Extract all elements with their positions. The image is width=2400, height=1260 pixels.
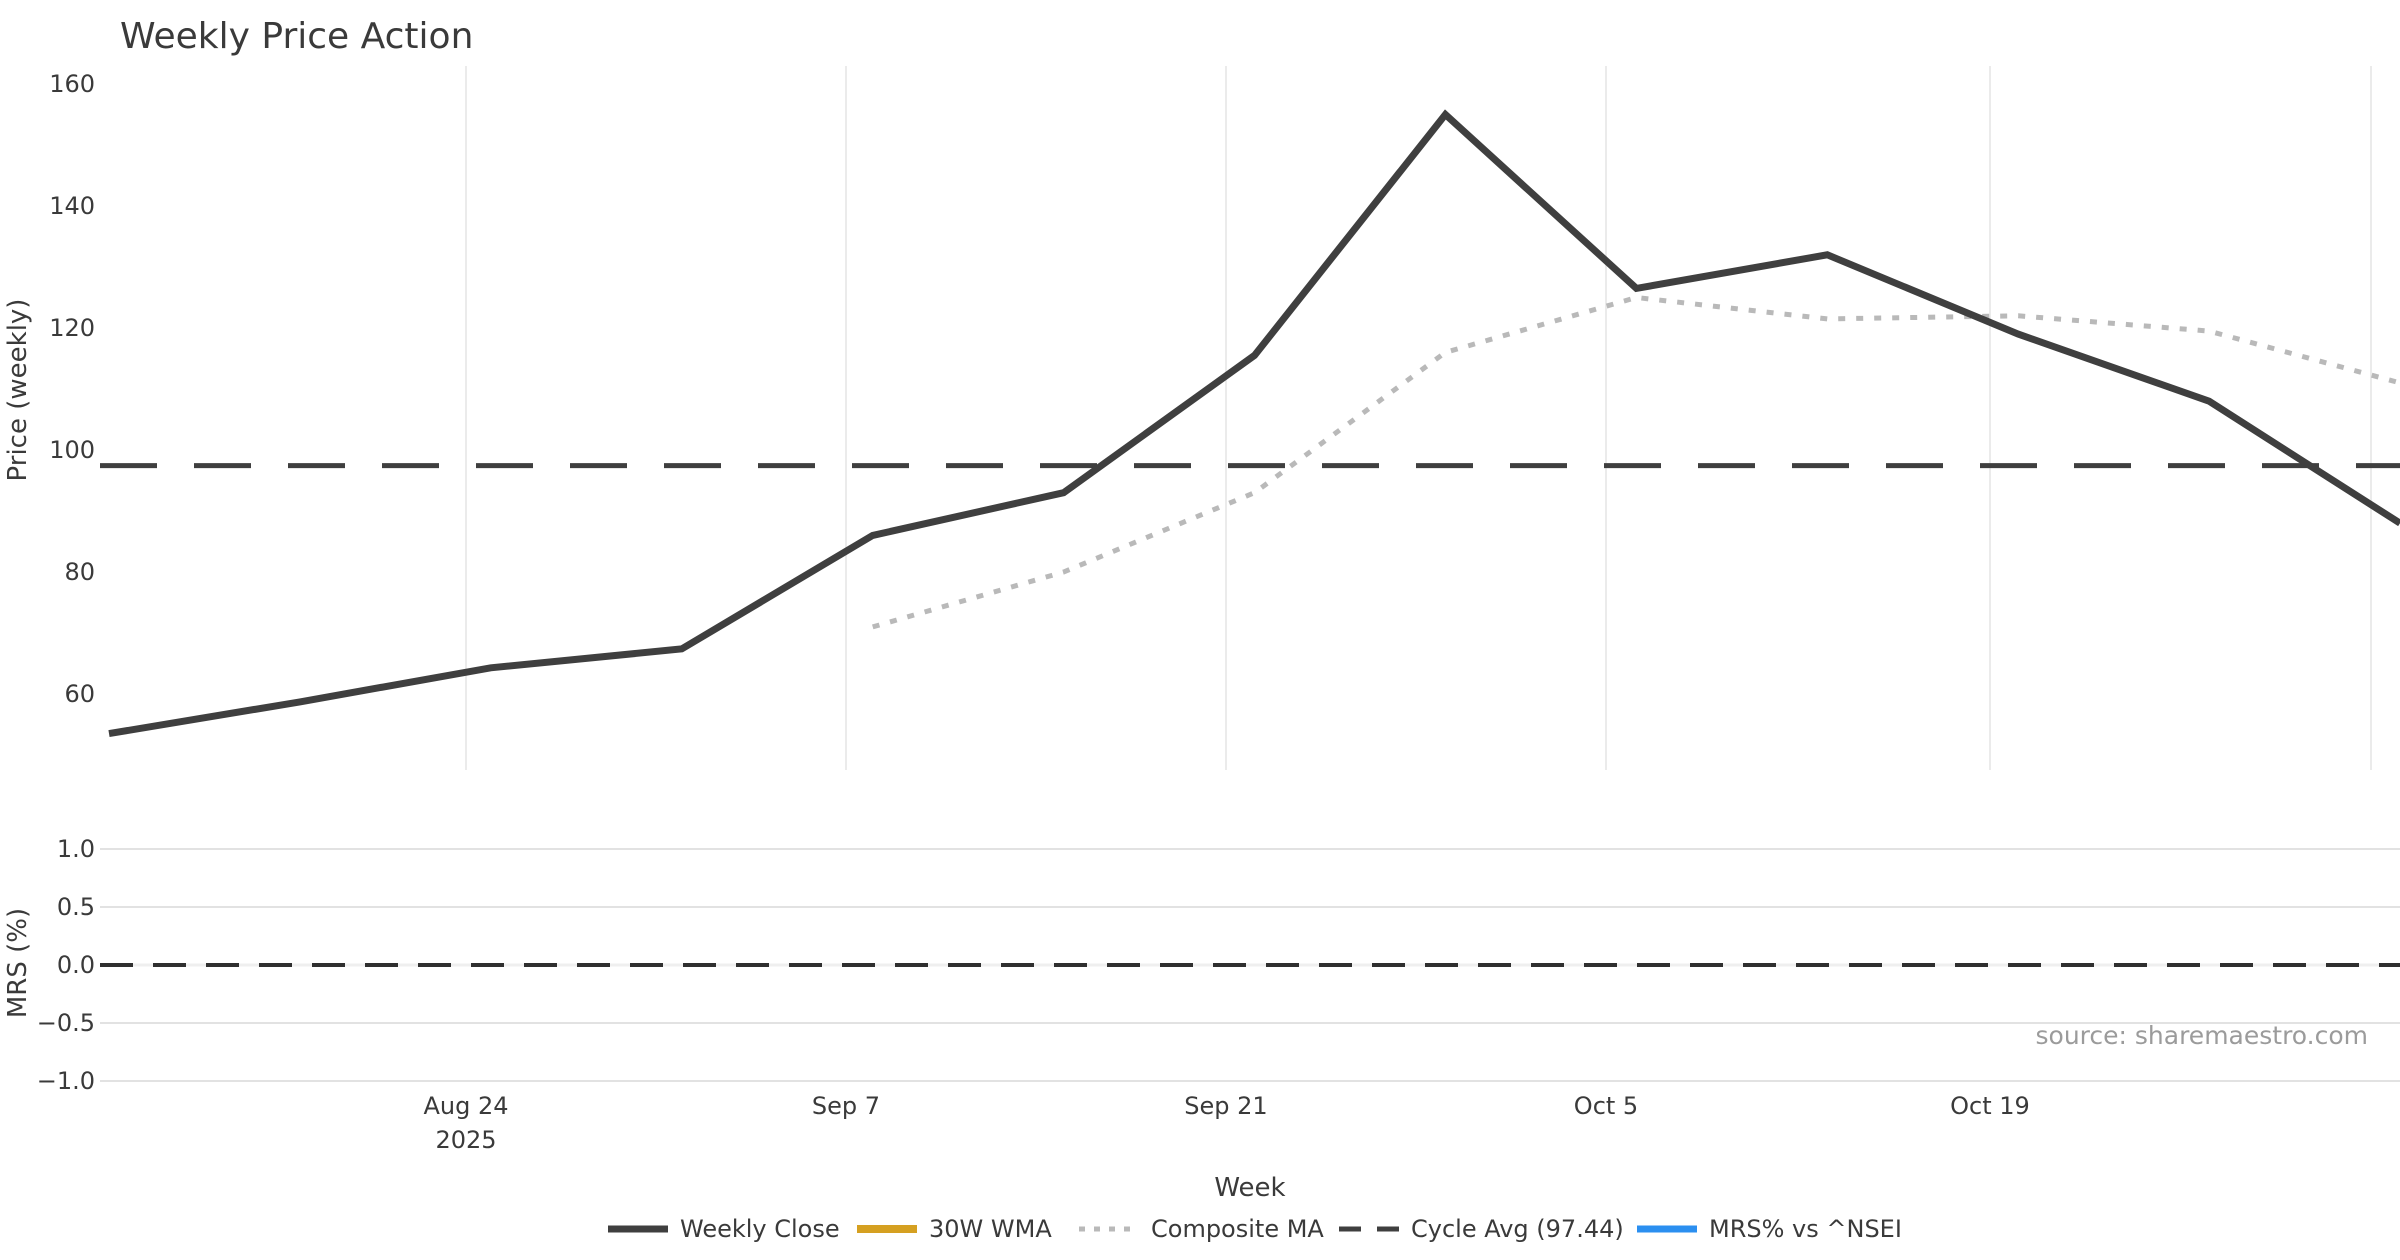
- x-axis: Aug 24 2025 Sep 7 Sep 21 Oct 5 Oct 19 We…: [423, 1092, 2029, 1203]
- price-ytick-140: 140: [49, 192, 95, 220]
- price-ytick-100: 100: [49, 436, 95, 464]
- mrs-ytick-0: 0.0: [57, 951, 95, 979]
- chart-title: Weekly Price Action: [120, 16, 473, 57]
- xtick-sep7: Sep 7: [812, 1092, 880, 1120]
- price-ytick-labels: 160 140 120 100 80 60: [49, 70, 95, 708]
- xtick-oct19: Oct 19: [1950, 1092, 2030, 1120]
- xtick-sep21: Sep 21: [1184, 1092, 1267, 1120]
- legend-label-30w-wma: 30W WMA: [929, 1215, 1052, 1243]
- mrs-ytick-m05: −0.5: [37, 1009, 95, 1037]
- composite-ma-line: [872, 294, 2400, 630]
- x-axis-label: Week: [1214, 1173, 1285, 1203]
- chart-legend: Weekly Close 30W WMA Composite MA Cycle …: [608, 1215, 1902, 1243]
- mrs-ytick-05: 0.5: [57, 893, 95, 921]
- weekly-close-line: [108, 109, 2400, 738]
- legend-label-mrs: MRS% vs ^NSEI: [1709, 1215, 1902, 1243]
- legend-label-cycle-avg: Cycle Avg (97.44): [1411, 1215, 1624, 1243]
- mrs-ytick-m1: −1.0: [37, 1067, 95, 1095]
- price-ytick-80: 80: [64, 558, 95, 586]
- mrs-axis-label: MRS (%): [3, 908, 33, 1018]
- mrs-ytick-labels: 1.0 0.5 0.0 −0.5 −1.0: [37, 835, 95, 1095]
- price-ytick-160: 160: [49, 70, 95, 98]
- xtick-year: 2025: [435, 1126, 496, 1154]
- legend-label-weekly-close: Weekly Close: [680, 1215, 840, 1243]
- price-plot: 160 140 120 100 80 60 Price (weekly) Wee…: [3, 16, 2400, 770]
- legend-label-composite-ma: Composite MA: [1151, 1215, 1324, 1243]
- price-axis-label: Price (weekly): [3, 299, 33, 482]
- price-vertical-gridlines: [465, 66, 2372, 770]
- xtick-aug24: Aug 24: [423, 1092, 508, 1120]
- price-ytick-120: 120: [49, 314, 95, 342]
- xtick-oct5: Oct 5: [1574, 1092, 1638, 1120]
- mrs-plot: 1.0 0.5 0.0 −0.5 −1.0 MRS (%) source: sh…: [3, 835, 2400, 1095]
- source-note: source: sharemaestro.com: [2036, 1021, 2369, 1050]
- price-ytick-60: 60: [64, 680, 95, 708]
- mrs-ytick-1: 1.0: [57, 835, 95, 863]
